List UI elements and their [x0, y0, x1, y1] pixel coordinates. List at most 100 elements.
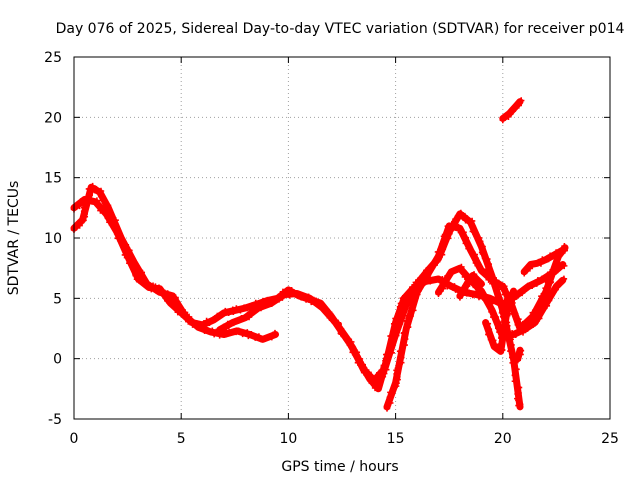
x-tick-label: 5 [177, 431, 186, 447]
data-point [514, 356, 522, 364]
data-point [206, 319, 213, 326]
data-point [491, 297, 498, 304]
data-point [393, 380, 400, 387]
data-point [490, 337, 497, 344]
data-point [112, 216, 119, 224]
data-point [549, 287, 556, 294]
data-point [515, 102, 522, 109]
data-point [89, 182, 96, 190]
data-point [388, 332, 395, 340]
data-point [392, 326, 399, 333]
data-point [547, 291, 554, 299]
data-point [471, 228, 478, 236]
data-point [484, 271, 491, 279]
data-point [108, 211, 115, 219]
data-point [172, 294, 179, 301]
data-point [80, 217, 87, 224]
data-point [383, 405, 391, 412]
data-point [552, 286, 559, 293]
data-point [99, 206, 107, 214]
data-point [485, 276, 492, 283]
data-point [499, 335, 507, 342]
data-point [388, 344, 395, 352]
data-point [518, 97, 525, 104]
data-point [96, 201, 103, 209]
data-point [521, 270, 528, 277]
data-point [155, 288, 163, 295]
data-point [498, 302, 505, 309]
data-point [538, 275, 546, 282]
data-point [298, 292, 306, 299]
data-point [411, 295, 419, 302]
data-point [394, 315, 401, 322]
data-point [230, 308, 237, 315]
series-track-9 [514, 346, 525, 364]
data-point [318, 303, 326, 311]
data-point [238, 314, 245, 322]
series-track-8 [499, 97, 525, 124]
data-point [139, 274, 146, 281]
tick-layer: 0 5 10 15 20 25 -5 0 5 10 15 20 25 [44, 50, 619, 447]
data-point [490, 278, 497, 285]
data-point [555, 249, 562, 256]
data-point [389, 388, 396, 396]
data-point [426, 266, 433, 274]
data-point [404, 318, 411, 325]
data-point [537, 260, 545, 267]
data-point [464, 280, 471, 288]
y-axis-title: SDTVAR / TECUs [6, 181, 22, 296]
data-point [455, 223, 462, 231]
data-point [502, 316, 509, 324]
data-point [312, 297, 320, 304]
data-point [518, 289, 526, 297]
data-point [511, 372, 519, 379]
data-point [351, 349, 359, 357]
data-point [187, 317, 195, 324]
data-point [251, 305, 258, 312]
data-point [192, 321, 199, 328]
data-point [268, 300, 275, 307]
data-point [456, 294, 464, 301]
data-point [380, 362, 388, 369]
data-point [245, 313, 253, 321]
data-point [484, 255, 491, 263]
data-point [449, 269, 456, 276]
data-point [463, 240, 470, 247]
data-point [401, 341, 408, 349]
data-point [126, 252, 133, 260]
data-point [407, 312, 414, 320]
data-point [397, 353, 404, 361]
data-point [468, 276, 475, 283]
data-point [214, 312, 221, 320]
grid-layer [74, 57, 610, 419]
data-point [435, 290, 442, 297]
data-point [454, 285, 461, 293]
data-point [225, 321, 233, 329]
data-point [547, 272, 554, 280]
data-point [117, 236, 125, 243]
data-point [552, 264, 559, 271]
data-point [513, 378, 520, 385]
data-point [498, 346, 506, 354]
data-point [390, 320, 398, 328]
data-point [478, 281, 485, 288]
data-point [132, 272, 139, 279]
data-point [472, 284, 479, 291]
data-point [517, 347, 525, 354]
data-point [384, 350, 391, 358]
data-point [233, 305, 240, 312]
data-point [469, 291, 476, 299]
data-point [408, 284, 416, 291]
data-point [541, 290, 548, 297]
data-point [472, 275, 480, 283]
data-point [98, 193, 105, 200]
data-point [209, 327, 216, 334]
data-point [508, 329, 516, 337]
data-point [495, 280, 503, 287]
data-point [332, 320, 340, 327]
data-point [501, 329, 509, 336]
series-track-10 [456, 271, 485, 301]
data-point [497, 340, 504, 348]
data-point [387, 399, 394, 407]
data-point [492, 277, 500, 284]
